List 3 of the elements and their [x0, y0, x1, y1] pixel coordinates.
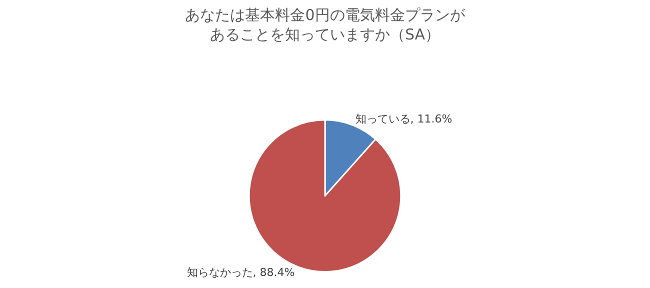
slice-label: 知っている, 11.6% [355, 112, 452, 126]
chart-title: あなたは基本料金0円の電気料金プランがあることを知っていますか（SA） [185, 6, 466, 44]
slice-label: 知らなかった, 88.4% [186, 266, 295, 279]
